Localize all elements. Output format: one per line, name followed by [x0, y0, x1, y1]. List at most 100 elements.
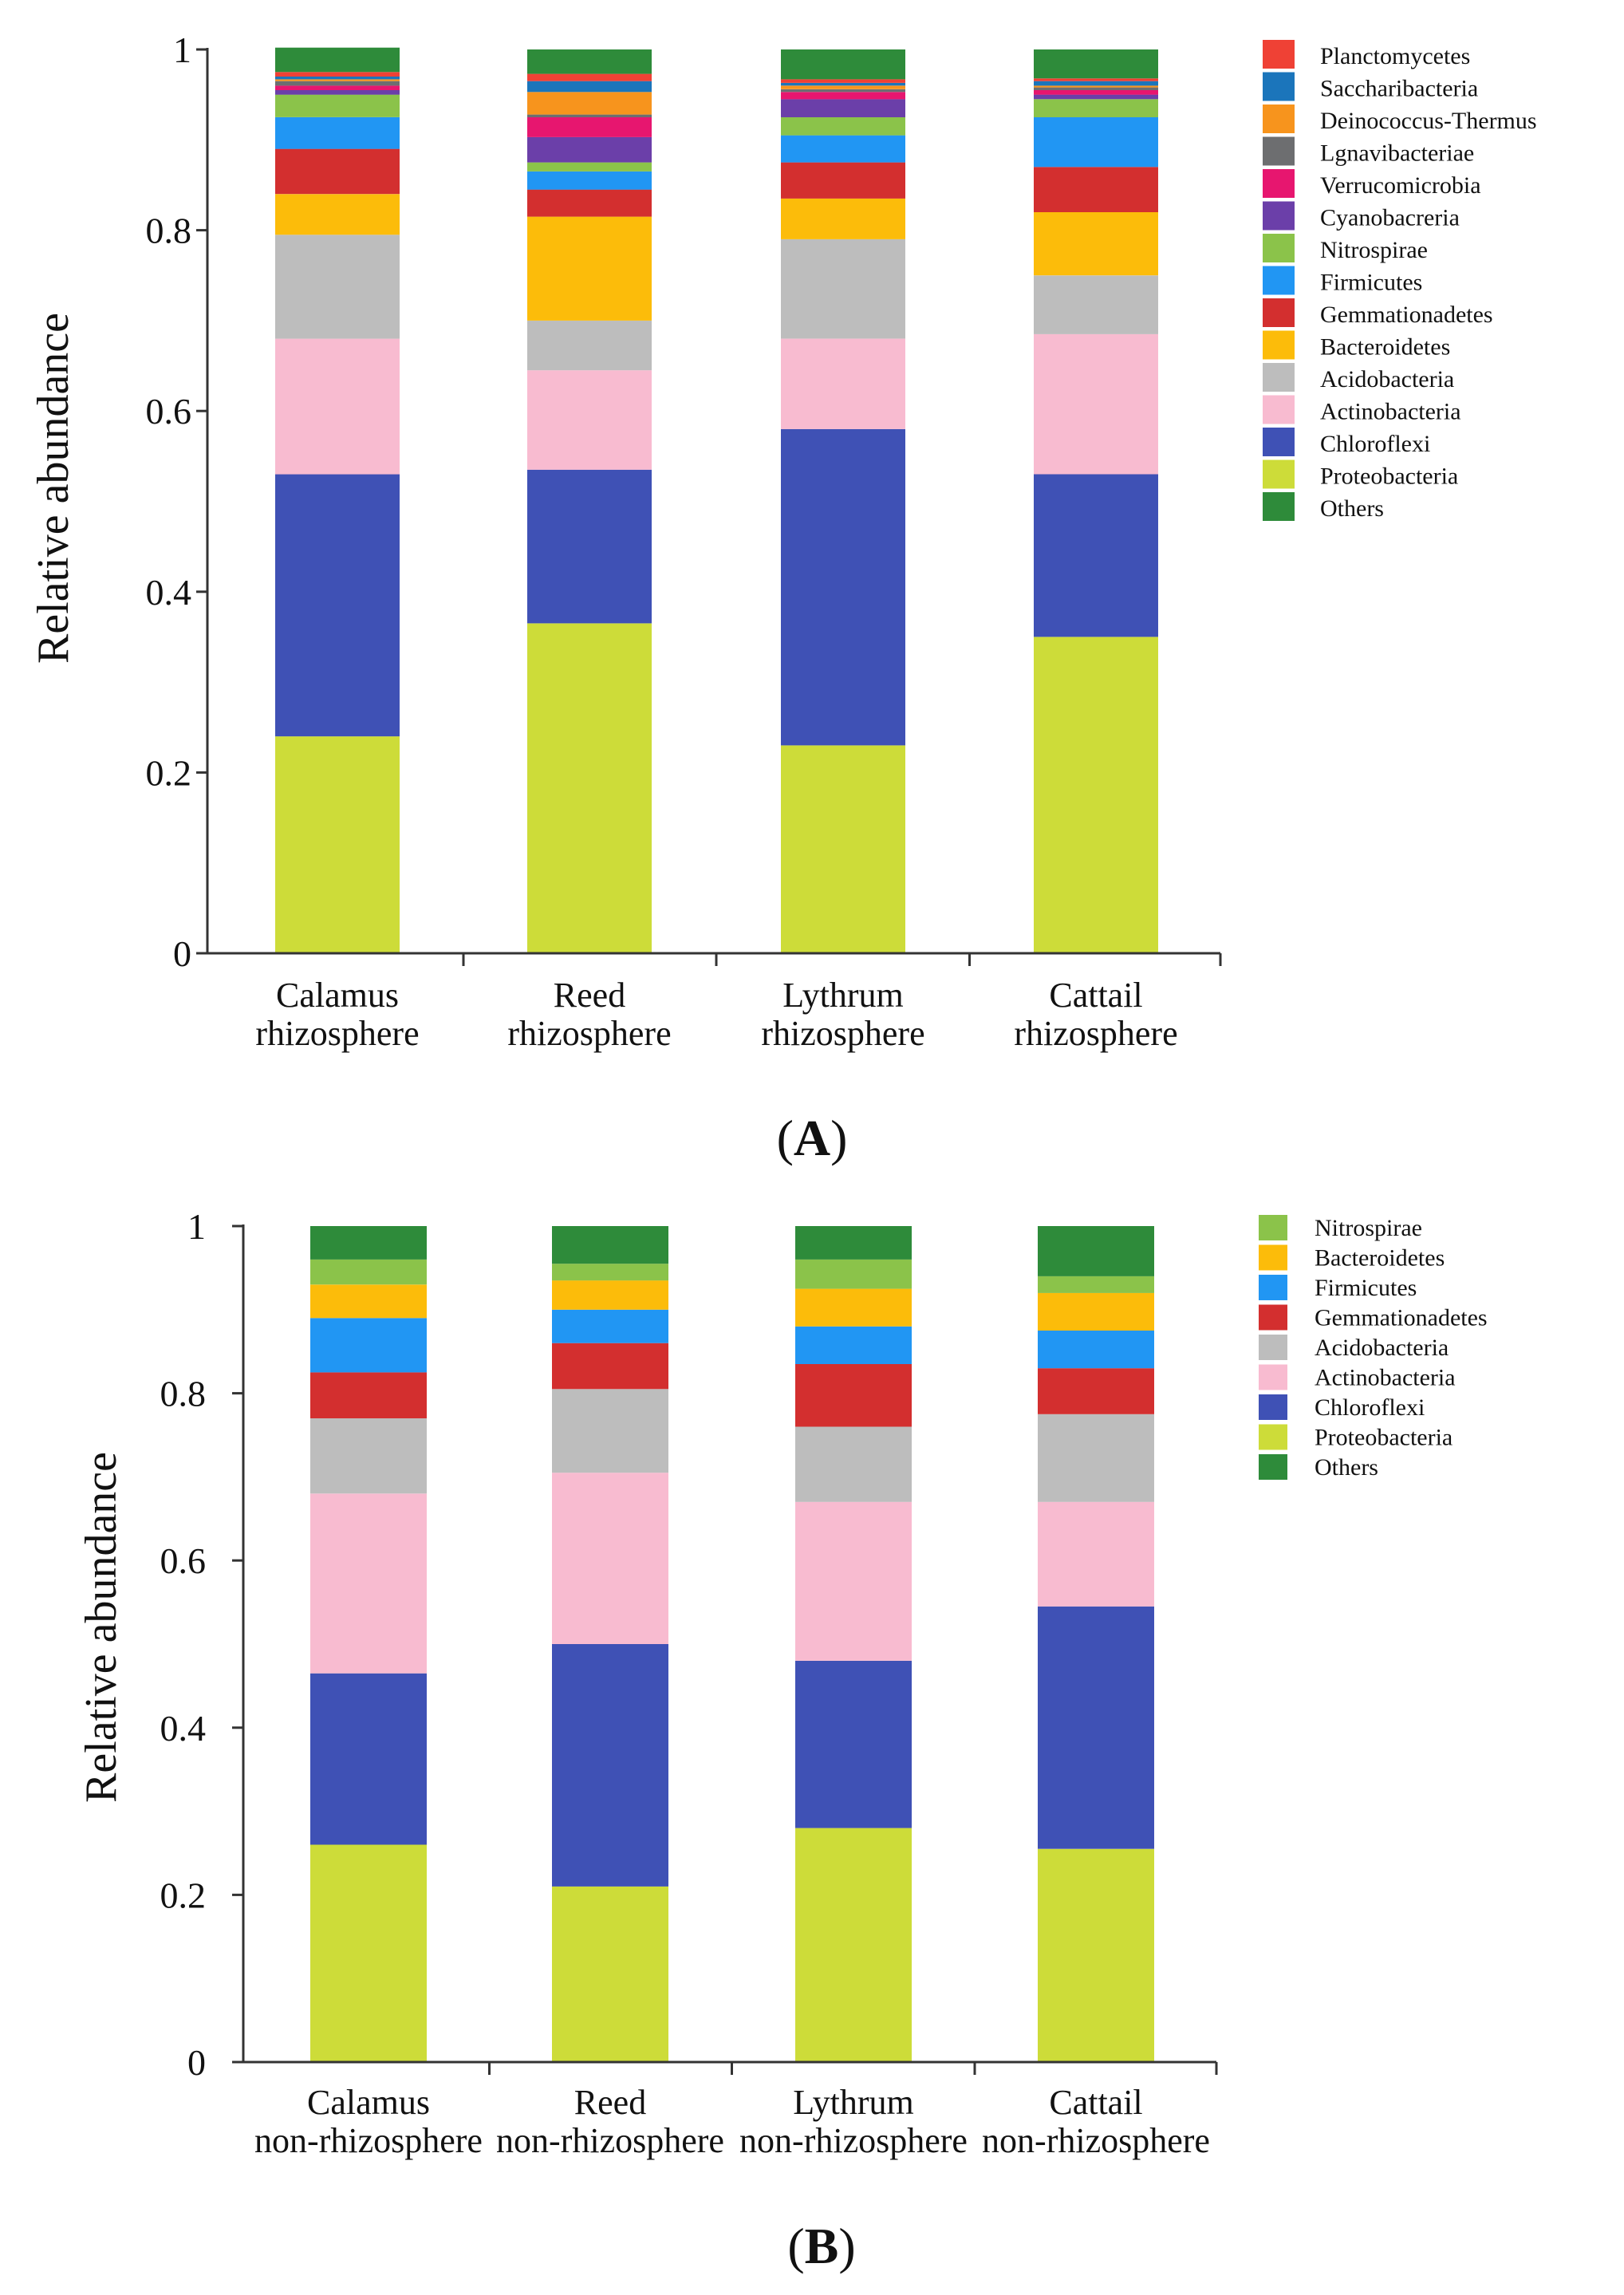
- panel-b-close-paren: ): [838, 2218, 855, 2274]
- chart-a-legend-swatch-planctomycetes: [1263, 40, 1295, 69]
- chart-a-bar-4-others: [1034, 49, 1158, 79]
- chart-b-bar-3-nitrospirae: [795, 1259, 912, 1289]
- chart-a-bar-3-nitrospirae: [781, 117, 905, 136]
- chart-b-bar-2-bacteroidetes: [552, 1280, 668, 1310]
- chart-a-legend-swatch-chloroflexi: [1263, 428, 1295, 456]
- chart-a-ytick-label: 0.2: [146, 752, 192, 793]
- chart-b-bar-4-proteobacteria: [1038, 1848, 1154, 2062]
- chart-a-legend-swatch-gemmationadetes: [1263, 298, 1295, 327]
- chart-b-bar-3-chloroflexi: [795, 1661, 912, 1828]
- chart-a-legend-swatch-saccharibacteria: [1263, 72, 1295, 101]
- chart-b-legend-label-nitrospirae: Nitrospirae: [1315, 1215, 1422, 1241]
- chart-a-bar-1-cyanobacreria: [275, 90, 400, 95]
- chart-b-bar-2-gemmationadetes: [552, 1343, 668, 1390]
- chart-a-category-line: Lythrum: [782, 976, 904, 1015]
- panel-b-open-paren: (: [787, 2218, 804, 2274]
- chart-a-legend-label-others: Others: [1320, 495, 1384, 522]
- chart-a-category-line: Calamus: [276, 976, 399, 1015]
- chart-b-ytick-label: 1: [187, 1206, 206, 1247]
- chart-a-legend-label-actinobacteria: Actinobacteria: [1320, 399, 1461, 425]
- chart-a-bar-3-others: [781, 49, 905, 80]
- chart-b-legend: Nitrospirae Bacteroidetes Firmicutes Gemmat…: [1259, 1215, 1488, 1481]
- chart-b-category-line: non-rhizosphere: [254, 2121, 483, 2160]
- chart-a-ytick-label: 0.4: [146, 572, 192, 613]
- chart-b-legend-swatch-proteobacteria: [1259, 1424, 1287, 1450]
- chart-a-legend-label-lgnavibacteriae: Lgnavibacteriae: [1320, 140, 1474, 167]
- chart-b-legend-swatch-actinobacteria: [1259, 1364, 1287, 1390]
- chart-a-bar-3-bacteroidetes: [781, 198, 905, 239]
- chart-b-bar-4-gemmationadetes: [1038, 1368, 1154, 1414]
- chart-a-category-line: Reed: [554, 976, 625, 1015]
- chart-a-legend-swatch-nitrospirae: [1263, 234, 1295, 262]
- chart-b-bar-3-others: [795, 1226, 912, 1260]
- chart-b-category-line: Reed: [574, 2083, 646, 2122]
- chart-b-bar-2-acidobacteria: [552, 1389, 668, 1473]
- chart-a-category-label: Calamus rhizosphere: [255, 976, 419, 1053]
- chart-b-category-line: Lythrum: [793, 2083, 914, 2122]
- chart-a-bar-2-others: [527, 49, 652, 74]
- chart-a-legend-swatch-lgnavibacteriae: [1263, 136, 1295, 166]
- chart-b-legend-label-actinobacteria: Actinobacteria: [1315, 1365, 1456, 1391]
- chart-a-bar-3-actinobacteria: [781, 338, 905, 429]
- chart-b-legend-swatch-nitrospirae: [1259, 1215, 1287, 1240]
- chart-a-bar-2-firmicutes: [527, 172, 652, 190]
- chart-b-legend-swatch-gemmationadetes: [1259, 1304, 1287, 1331]
- chart-b-category-label: Calamus non-rhizosphere: [254, 2083, 483, 2160]
- chart-b-category-label: Lythrum non-rhizosphere: [739, 2083, 968, 2160]
- chart-a-bar-1-verrucomicrobia: [275, 85, 400, 90]
- chart-a-bar-4-cyanobacreria: [1034, 94, 1158, 100]
- chart-a-ytick-label: 1: [173, 30, 191, 70]
- chart-b-bar-4-others: [1038, 1226, 1154, 1276]
- chart-b-categories: Calamus non-rhizosphere Reed non-rhizospher…: [254, 2083, 1210, 2160]
- chart-b: 00.20.40.60.81 Calamus non-rhizosphereRee…: [77, 1206, 1488, 2274]
- chart-a-legend-label-proteobacteria: Proteobacteria: [1320, 463, 1458, 490]
- chart-a-bar-2-chloroflexi: [527, 469, 652, 624]
- chart-b-legend-label-others: Others: [1315, 1454, 1378, 1481]
- chart-a-panel-label: (A): [777, 1110, 848, 1166]
- chart-a-bar-1-lgnavibacteriae: [275, 81, 400, 86]
- chart-b-bar-2-chloroflexi: [552, 1644, 668, 1887]
- chart-a-bar-4-gemmationadetes: [1034, 167, 1158, 212]
- chart-b-legend-swatch-others: [1259, 1454, 1287, 1480]
- chart-a-bar-3-planctomycetes: [781, 79, 905, 83]
- chart-b-ytick-label: 0.8: [160, 1374, 207, 1414]
- chart-b-bar-4-chloroflexi: [1038, 1606, 1154, 1849]
- chart-b-bar-2-nitrospirae: [552, 1264, 668, 1281]
- chart-a-bar-1-deinococcus-thermus: [275, 79, 400, 81]
- chart-a-bar-3-lgnavibacteriae: [781, 89, 905, 93]
- chart-a-legend-swatch-others: [1263, 492, 1295, 521]
- chart-a-legend-swatch-verrucomicrobia: [1263, 169, 1295, 198]
- chart-a-legend-label-cyanobacreria: Cyanobacreria: [1320, 205, 1460, 231]
- chart-a-bar-2-proteobacteria: [527, 623, 652, 953]
- chart-b-bars: [310, 1226, 1154, 2062]
- chart-b-bar-2-actinobacteria: [552, 1473, 668, 1644]
- chart-a-category-line: Cattail: [1049, 976, 1142, 1015]
- chart-b-category-line: non-rhizosphere: [982, 2121, 1210, 2160]
- chart-b-bar-4-firmicutes: [1038, 1331, 1154, 1369]
- chart-a-legend-label-chloroflexi: Chloroflexi: [1320, 431, 1430, 457]
- chart-a-category-line: rhizosphere: [507, 1014, 671, 1053]
- chart-a-bar-2-deinococcus-thermus: [527, 92, 652, 115]
- panel-a-letter: A: [794, 1110, 830, 1166]
- chart-b-ytick-label: 0: [187, 2042, 206, 2083]
- chart-a-legend-swatch-cyanobacreria: [1263, 201, 1295, 231]
- chart-b-bar-1-firmicutes: [310, 1318, 427, 1373]
- chart-b-bar-3-acidobacteria: [795, 1426, 912, 1502]
- chart-a-bar-1-bacteroidetes: [275, 194, 400, 235]
- chart-b-category-line: Cattail: [1049, 2083, 1142, 2122]
- chart-b-axes: [242, 1224, 1216, 2064]
- chart-b-legend-label-proteobacteria: Proteobacteria: [1315, 1425, 1453, 1451]
- chart-a-bar-1-saccharibacteria: [275, 77, 400, 80]
- chart-b-bar-3-gemmationadetes: [795, 1363, 912, 1427]
- chart-a-bar-2-saccharibacteria: [527, 81, 652, 93]
- chart-b-ytick-label: 0.2: [160, 1875, 207, 1915]
- chart-a-bar-1-proteobacteria: [275, 736, 400, 953]
- chart-a-legend-swatch-deinococcus-thermus: [1263, 104, 1295, 133]
- chart-b-bar-4-actinobacteria: [1038, 1501, 1154, 1607]
- chart-a-bar-3-proteobacteria: [781, 745, 905, 953]
- chart-a-bar-2-actinobacteria: [527, 370, 652, 470]
- chart-a-bar-3-chloroflexi: [781, 428, 905, 746]
- chart-b-bar-4-acidobacteria: [1038, 1414, 1154, 1502]
- chart-a-bar-4-verrucomicrobia: [1034, 90, 1158, 95]
